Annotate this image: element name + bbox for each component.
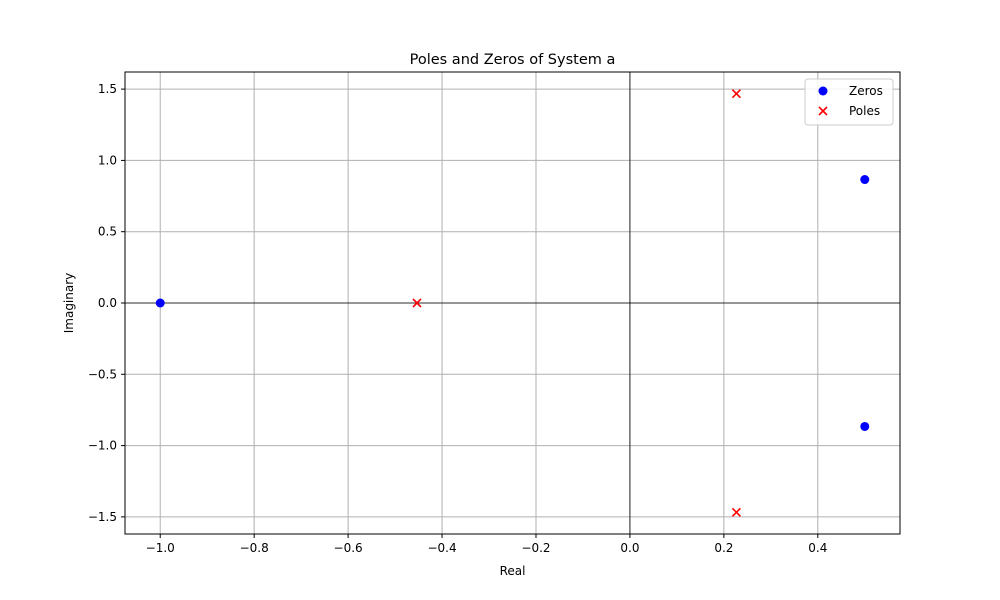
y-tick-label: −0.5 bbox=[88, 367, 117, 381]
y-tick-label: 1.0 bbox=[98, 153, 117, 167]
poles-point-stroke bbox=[412, 298, 422, 308]
x-tick-label: −0.8 bbox=[240, 541, 269, 555]
chart-title: Poles and Zeros of System a bbox=[410, 52, 616, 68]
axis-ticks: −1.0 −0.8 −0.6 −0.4 −0.2 0.0 0.2 0.4 −1.5 −1.0 −0.… bbox=[88, 82, 827, 555]
legend-zeros-marker bbox=[818, 86, 828, 96]
x-tick-label: −0.2 bbox=[521, 541, 550, 555]
y-tick-label: 0.5 bbox=[98, 225, 117, 239]
zeros-point bbox=[860, 421, 870, 431]
x-tick-label: 0.0 bbox=[620, 541, 639, 555]
poles-point bbox=[731, 507, 741, 517]
legend: Zeros Poles bbox=[804, 78, 894, 126]
y-axis-title: Imaginary bbox=[62, 273, 76, 334]
poles-point-stroke bbox=[731, 89, 741, 99]
x-tick-label: −0.6 bbox=[334, 541, 363, 555]
legend-poles-marker-stroke bbox=[818, 106, 828, 116]
poles-point bbox=[412, 298, 422, 308]
y-tick-label: 0.0 bbox=[98, 296, 117, 310]
zeros-point bbox=[860, 175, 870, 185]
legend-poles-marker bbox=[818, 106, 828, 116]
zeros-point bbox=[155, 298, 165, 308]
y-tick-label: −1.0 bbox=[88, 439, 117, 453]
plot-frame bbox=[124, 71, 901, 535]
legend-poles-label: Poles bbox=[849, 104, 880, 118]
x-tick-label: 0.4 bbox=[808, 541, 827, 555]
y-tick-label: 1.5 bbox=[98, 82, 117, 96]
x-tick-label: −0.4 bbox=[427, 541, 456, 555]
poles-point bbox=[731, 89, 741, 99]
x-axis-title: Real bbox=[500, 564, 526, 578]
legend-zeros-label: Zeros bbox=[849, 84, 883, 98]
reference-lines bbox=[125, 72, 900, 534]
y-tick-label: −1.5 bbox=[88, 510, 117, 524]
data-points bbox=[155, 89, 870, 517]
x-tick-label: −1.0 bbox=[146, 541, 175, 555]
x-tick-label: 0.2 bbox=[714, 541, 733, 555]
poles-point-stroke bbox=[731, 507, 741, 517]
